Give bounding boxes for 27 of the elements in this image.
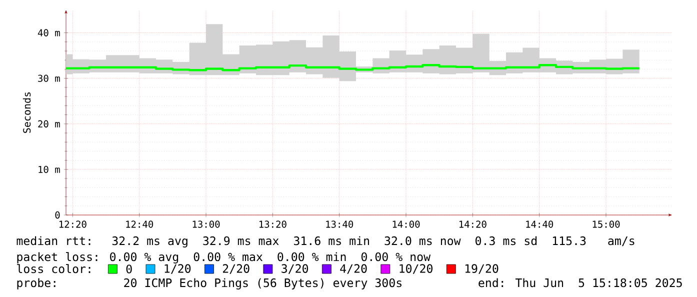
legend-label: 19/20 [465, 264, 498, 274]
y-tick-label: 10 m [38, 166, 60, 174]
legend-label: 4/20 [340, 264, 367, 274]
text: end: Thu Jun 5 15:18:05 2025 [478, 278, 682, 288]
legend-label: 0 [126, 264, 132, 274]
text: probe: 20 ICMP Echo Pings (56 Bytes) every 300s [17, 278, 402, 290]
x-tick-label: 12:20 [60, 220, 86, 228]
legend-label: 3/20 [282, 264, 308, 274]
x-tick-label: 12:40 [126, 220, 154, 228]
y-tick-label: 0 [55, 211, 60, 219]
x-tick-label: 14:00 [392, 220, 420, 228]
x-tick-label: 13:00 [192, 220, 220, 228]
x-tick-label: 14:20 [460, 220, 486, 228]
legend-label: 2/20 [222, 264, 250, 274]
y-axis-title: Seconds [22, 92, 31, 133]
text: packet loss: 0.00 % avg 0.00 % max 0.00 % min 0.00 % now [17, 252, 431, 264]
x-tick-label: 13:20 [260, 220, 286, 228]
y-tick-label: 30 m [38, 74, 60, 82]
x-tick-label: 15:00 [592, 220, 620, 228]
legend-title: loss color: [17, 264, 90, 274]
x-tick-label: 13:40 [326, 220, 354, 228]
legend-label: 1/20 [164, 264, 191, 274]
y-tick-label: 40 m [38, 29, 60, 36]
x-tick-label: 14:40 [526, 220, 554, 228]
text: median rtt: 32.2 ms avg 32.9 ms max 31.6 ms min 32.0 ms now 0.3 ms sd 115.3 am/s [16, 236, 634, 248]
y-tick-label: 20 m [38, 120, 60, 128]
legend-label: 10/20 [400, 264, 432, 274]
